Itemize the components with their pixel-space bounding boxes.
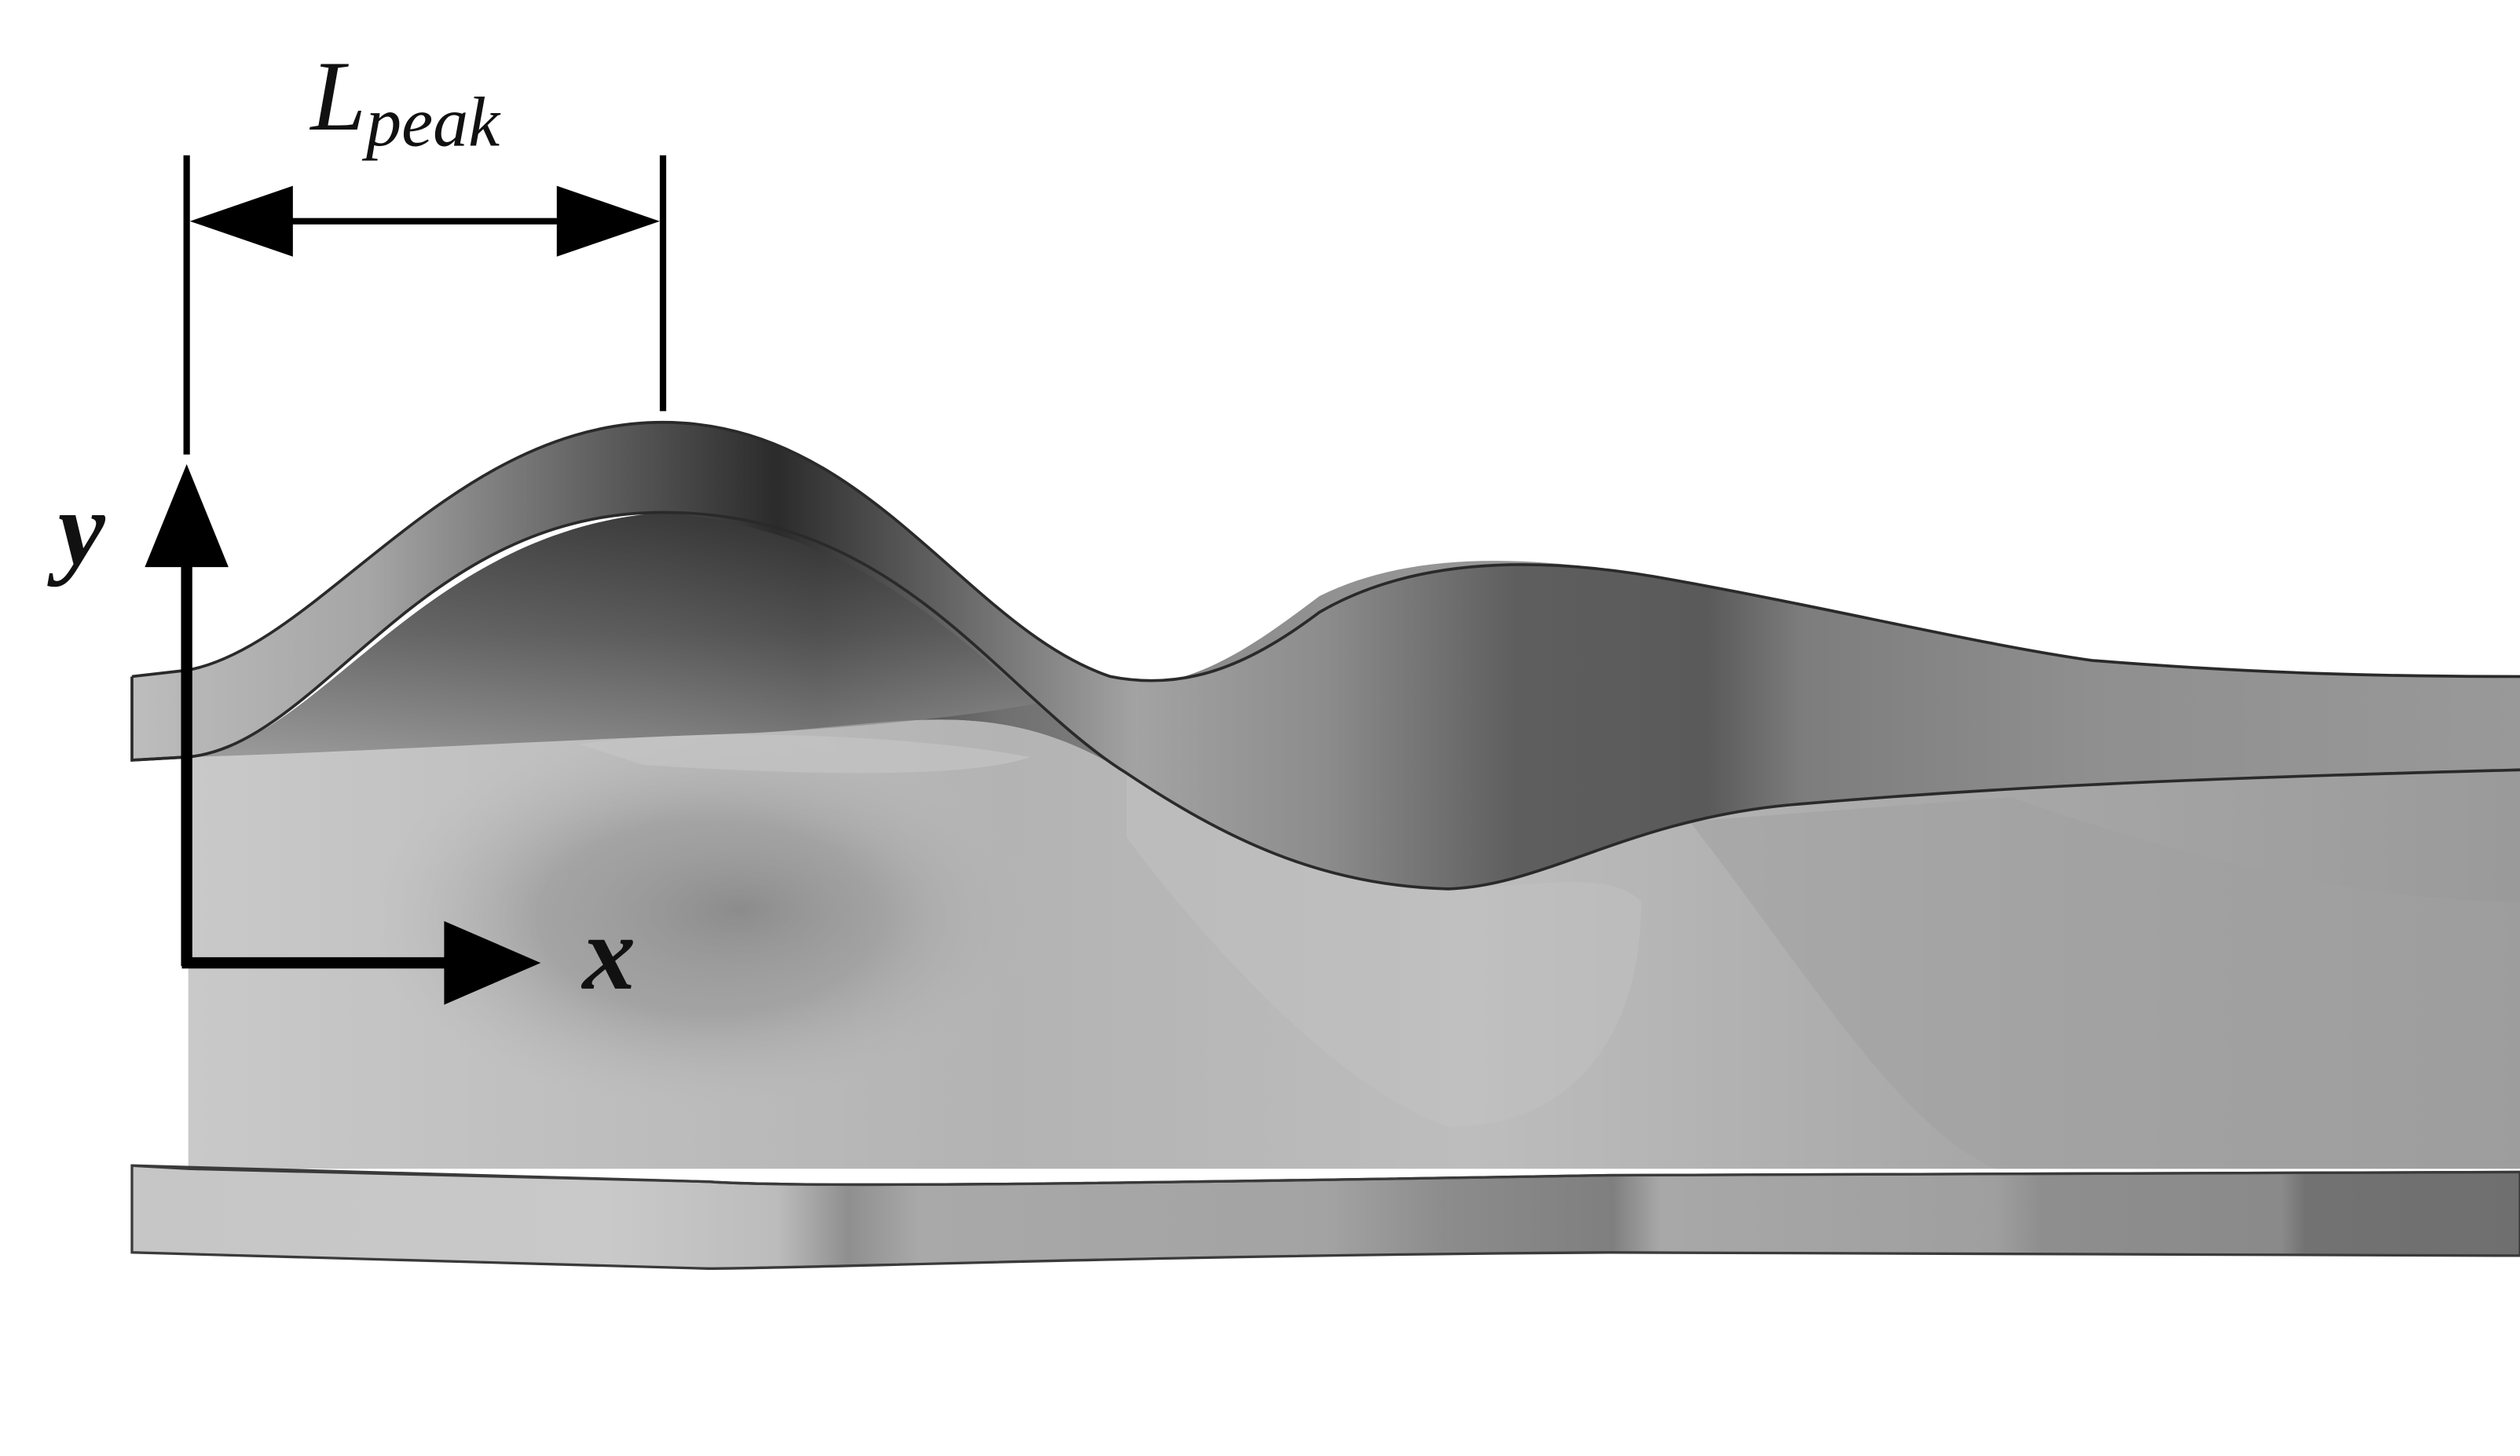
y-axis-label: y [47, 470, 106, 587]
top-flange-edge [130, 420, 2520, 891]
dimension-annotation: Lpeak [183, 42, 667, 455]
dimension-label-main: L [309, 42, 366, 152]
web-plate [188, 719, 2520, 1169]
x-axis-label: x [581, 895, 636, 1012]
bottom-flange [130, 1164, 2520, 1270]
dimension-right-arrowhead [556, 185, 660, 257]
y-axis-arrowhead [145, 464, 229, 568]
dimension-left-arrowhead [189, 185, 293, 257]
dimension-label: Lpeak [309, 42, 501, 161]
x-axis-arrowhead [444, 920, 541, 1005]
dimension-label-subscript: peak [361, 83, 501, 161]
